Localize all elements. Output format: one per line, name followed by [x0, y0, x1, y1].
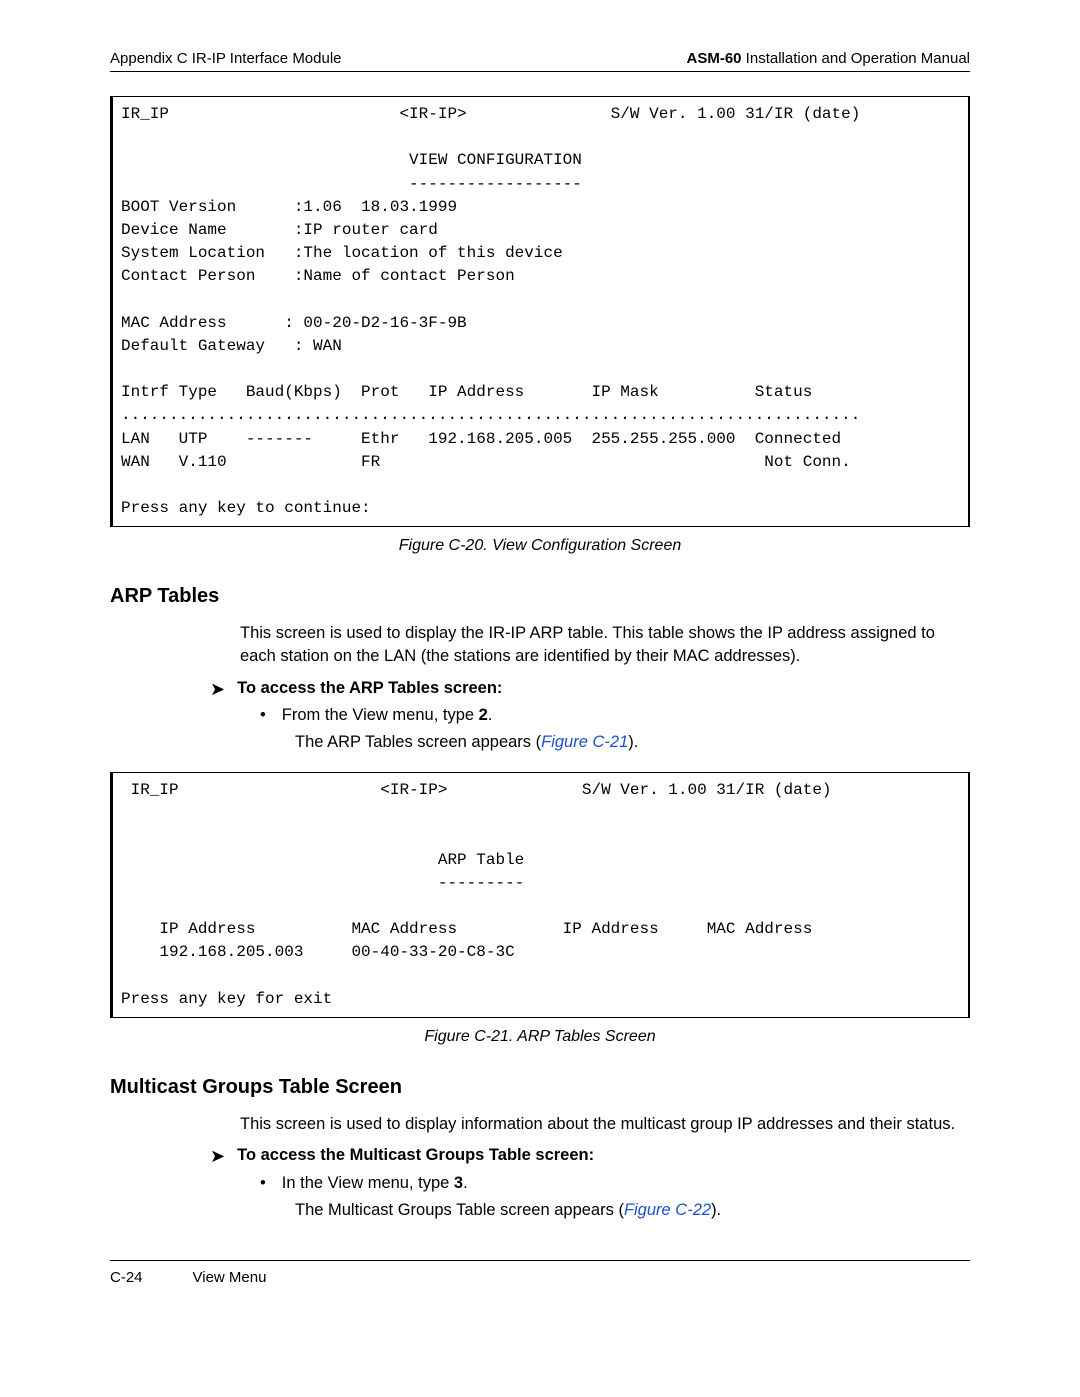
- page-footer: C-24 View Menu: [110, 1260, 970, 1286]
- arp-result-line: The ARP Tables screen appears (Figure C-…: [295, 733, 970, 752]
- bullet-icon: •: [260, 1174, 266, 1193]
- footer-section: View Menu: [193, 1269, 267, 1286]
- terminal-view-configuration: IR_IP <IR-IP> S/W Ver. 1.00 31/IR (date)…: [110, 96, 970, 527]
- figure-c22-link[interactable]: Figure C-22: [624, 1201, 711, 1219]
- page-number: C-24: [110, 1269, 143, 1286]
- multicast-bullet-text: In the View menu, type 3.: [282, 1174, 468, 1193]
- header-product: ASM-60: [687, 50, 742, 67]
- header-left: Appendix C IR-IP Interface Module: [110, 50, 342, 67]
- arp-bullet: • From the View menu, type 2.: [260, 706, 970, 725]
- arp-tables-paragraph: This screen is used to display the IR-IP…: [240, 622, 970, 668]
- arrow-icon: ➤: [210, 1146, 225, 1168]
- figure-c21-link[interactable]: Figure C-21: [541, 733, 628, 751]
- terminal-arp-table: IR_IP <IR-IP> S/W Ver. 1.00 31/IR (date)…: [110, 772, 970, 1018]
- bullet-icon: •: [260, 706, 266, 725]
- figure-caption-c20: Figure C-20. View Configuration Screen: [110, 537, 970, 555]
- multicast-paragraph: This screen is used to display informati…: [240, 1113, 970, 1136]
- page-header: Appendix C IR-IP Interface Module ASM-60…: [110, 50, 970, 72]
- multicast-procedure-text: To access the Multicast Groups Table scr…: [237, 1146, 594, 1165]
- arp-procedure: ➤ To access the ARP Tables screen:: [210, 679, 970, 701]
- multicast-bullet: • In the View menu, type 3.: [260, 1174, 970, 1193]
- heading-multicast: Multicast Groups Table Screen: [110, 1076, 970, 1099]
- figure-caption-c21: Figure C-21. ARP Tables Screen: [110, 1028, 970, 1046]
- arp-bullet-text: From the View menu, type 2.: [282, 706, 493, 725]
- heading-arp-tables: ARP Tables: [110, 585, 970, 608]
- arrow-icon: ➤: [210, 679, 225, 701]
- header-subtitle: Installation and Operation Manual: [742, 50, 970, 67]
- multicast-result-line: The Multicast Groups Table screen appear…: [295, 1201, 970, 1220]
- multicast-procedure: ➤ To access the Multicast Groups Table s…: [210, 1146, 970, 1168]
- arp-procedure-text: To access the ARP Tables screen:: [237, 679, 502, 698]
- header-right: ASM-60 Installation and Operation Manual: [687, 50, 971, 67]
